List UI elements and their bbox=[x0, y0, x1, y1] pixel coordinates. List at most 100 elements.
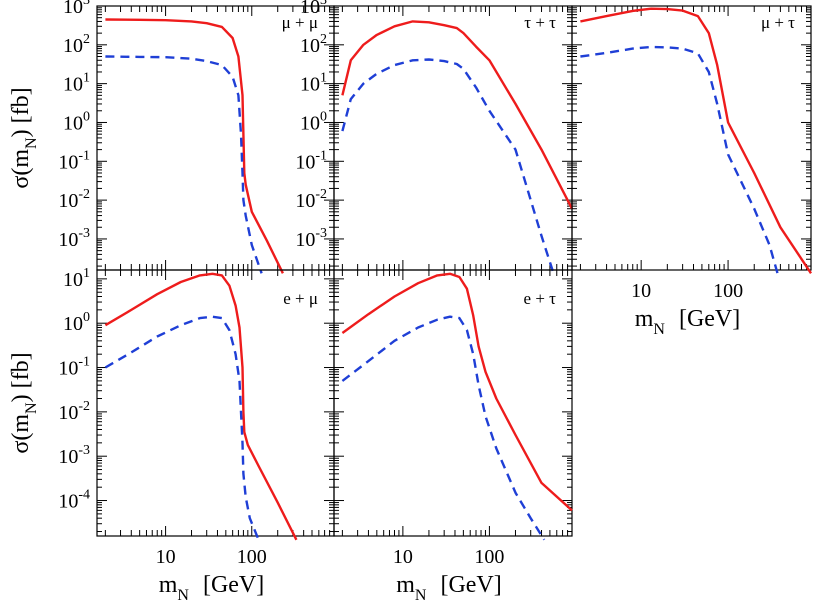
y-tick-label: 101 bbox=[63, 266, 90, 291]
x-axis-label: mN [GeV] bbox=[635, 306, 741, 338]
y-tick-exponent: -1 bbox=[78, 148, 90, 163]
y-tick-label: 10-1 bbox=[58, 148, 90, 173]
x-tick-label: 100 bbox=[713, 280, 743, 302]
y-axis-label-unit: ) [fb] bbox=[8, 87, 34, 137]
series-dashed-line bbox=[341, 58, 555, 274]
y-tick-label: 103 bbox=[63, 0, 90, 18]
y-tick-base: 10 bbox=[300, 35, 320, 57]
y-tick-exponent: 1 bbox=[83, 266, 90, 281]
y-tick-base: 10 bbox=[295, 190, 315, 212]
y-tick-exponent: 0 bbox=[83, 310, 90, 325]
y-tick-exponent: 3 bbox=[83, 0, 90, 8]
y-tick-exponent: 1 bbox=[83, 71, 90, 86]
y-tick-exponent: -4 bbox=[78, 488, 90, 503]
y-axis-label-sub: N bbox=[23, 137, 40, 149]
y-tick-label: 10-1 bbox=[58, 355, 90, 380]
x-axis-label-unit: [GeV] bbox=[203, 572, 264, 598]
series-solid-line bbox=[104, 272, 298, 541]
y-tick-base: 10 bbox=[63, 112, 83, 134]
series-solid-line bbox=[105, 18, 284, 274]
panel-label: μ + μ bbox=[282, 13, 318, 32]
x-axis-label: mN [GeV] bbox=[159, 572, 265, 604]
y-tick-exponent: -2 bbox=[78, 399, 90, 414]
y-tick-exponent: -2 bbox=[315, 187, 327, 202]
y-tick-label: 100 bbox=[63, 310, 90, 335]
y-tick-label: 10-4 bbox=[58, 488, 90, 513]
y-tick-base: 10 bbox=[63, 313, 83, 335]
y-tick-label: 10-2 bbox=[58, 399, 90, 424]
panel-frame bbox=[571, 5, 812, 271]
x-axis-label-sub: N bbox=[177, 587, 189, 604]
y-tick-label: 102 bbox=[63, 32, 90, 57]
y-tick-exponent: 3 bbox=[320, 0, 327, 8]
y-tick-label: 10-3 bbox=[295, 226, 327, 251]
y-tick-base: 10 bbox=[63, 35, 83, 57]
y-tick-base: 10 bbox=[295, 151, 315, 173]
series-solid-line bbox=[341, 272, 573, 512]
y-tick-exponent: 0 bbox=[320, 109, 327, 124]
y-tick-base: 10 bbox=[63, 269, 83, 291]
y-tick-exponent: -2 bbox=[78, 187, 90, 202]
x-axis-label-sub: N bbox=[415, 587, 427, 604]
y-tick-base: 10 bbox=[58, 229, 78, 251]
x-tick-label: 10 bbox=[156, 546, 176, 568]
y-tick-base: 10 bbox=[63, 0, 83, 18]
y-axis-label-sub: N bbox=[23, 402, 40, 414]
y-tick-exponent: -1 bbox=[315, 148, 327, 163]
y-tick-exponent: -3 bbox=[78, 443, 90, 458]
y-tick-label: 10-2 bbox=[58, 187, 90, 212]
panel-e-tau: e + τ bbox=[333, 269, 573, 541]
x-tick-label: 100 bbox=[237, 546, 267, 568]
y-tick-base: 10 bbox=[58, 446, 78, 468]
y-tick-label: 101 bbox=[300, 71, 327, 96]
panel-frame bbox=[333, 269, 573, 537]
y-tick-exponent: -3 bbox=[315, 226, 327, 241]
y-axis-label-main: σ(m bbox=[8, 414, 34, 454]
x-tick-label: 10 bbox=[631, 280, 651, 302]
y-tick-exponent: 2 bbox=[83, 32, 90, 47]
y-tick-exponent: 0 bbox=[83, 109, 90, 124]
y-axis-label: σ(mN) [fb] bbox=[8, 352, 40, 453]
y-tick-label: 10-3 bbox=[58, 443, 90, 468]
y-tick-label: 102 bbox=[300, 32, 327, 57]
y-tick-label: 10-3 bbox=[58, 226, 90, 251]
x-tick-label: 100 bbox=[474, 546, 504, 568]
y-tick-base: 10 bbox=[300, 0, 320, 18]
y-tick-label: 100 bbox=[300, 109, 327, 134]
y-tick-exponent: 1 bbox=[320, 71, 327, 86]
x-axis-label-main: m bbox=[635, 306, 654, 332]
y-tick-base: 10 bbox=[58, 358, 78, 380]
y-tick-base: 10 bbox=[300, 112, 320, 134]
y-tick-base: 10 bbox=[63, 74, 83, 96]
series-dashed-line bbox=[104, 315, 260, 541]
x-axis-label-unit: [GeV] bbox=[440, 572, 501, 598]
x-axis-label-main: m bbox=[396, 572, 415, 598]
x-axis-label-main: m bbox=[159, 572, 178, 598]
y-tick-label: 10-1 bbox=[295, 148, 327, 173]
y-tick-label: 10-2 bbox=[295, 187, 327, 212]
y-tick-base: 10 bbox=[58, 151, 78, 173]
y-tick-label: 100 bbox=[63, 109, 90, 134]
y-tick-exponent: -1 bbox=[78, 355, 90, 370]
series-solid-line bbox=[580, 7, 812, 274]
y-tick-label: 103 bbox=[300, 0, 327, 18]
y-tick-label: 101 bbox=[63, 71, 90, 96]
y-tick-base: 10 bbox=[300, 74, 320, 96]
panel-label: e + μ bbox=[283, 289, 318, 308]
panel-label: e + τ bbox=[524, 289, 557, 308]
panel-frame bbox=[333, 5, 573, 271]
y-tick-base: 10 bbox=[58, 491, 78, 513]
panel-mu-tau: μ + τ bbox=[571, 5, 812, 274]
panel-label: μ + τ bbox=[761, 13, 795, 32]
series-solid-line bbox=[341, 20, 574, 210]
x-axis-label-sub: N bbox=[653, 321, 665, 338]
y-tick-base: 10 bbox=[58, 402, 78, 424]
y-axis-label: σ(mN) [fb] bbox=[8, 87, 40, 188]
x-axis-label-unit: [GeV] bbox=[679, 306, 740, 332]
y-tick-exponent: -3 bbox=[78, 226, 90, 241]
y-axis-label-unit: ) [fb] bbox=[8, 352, 34, 402]
